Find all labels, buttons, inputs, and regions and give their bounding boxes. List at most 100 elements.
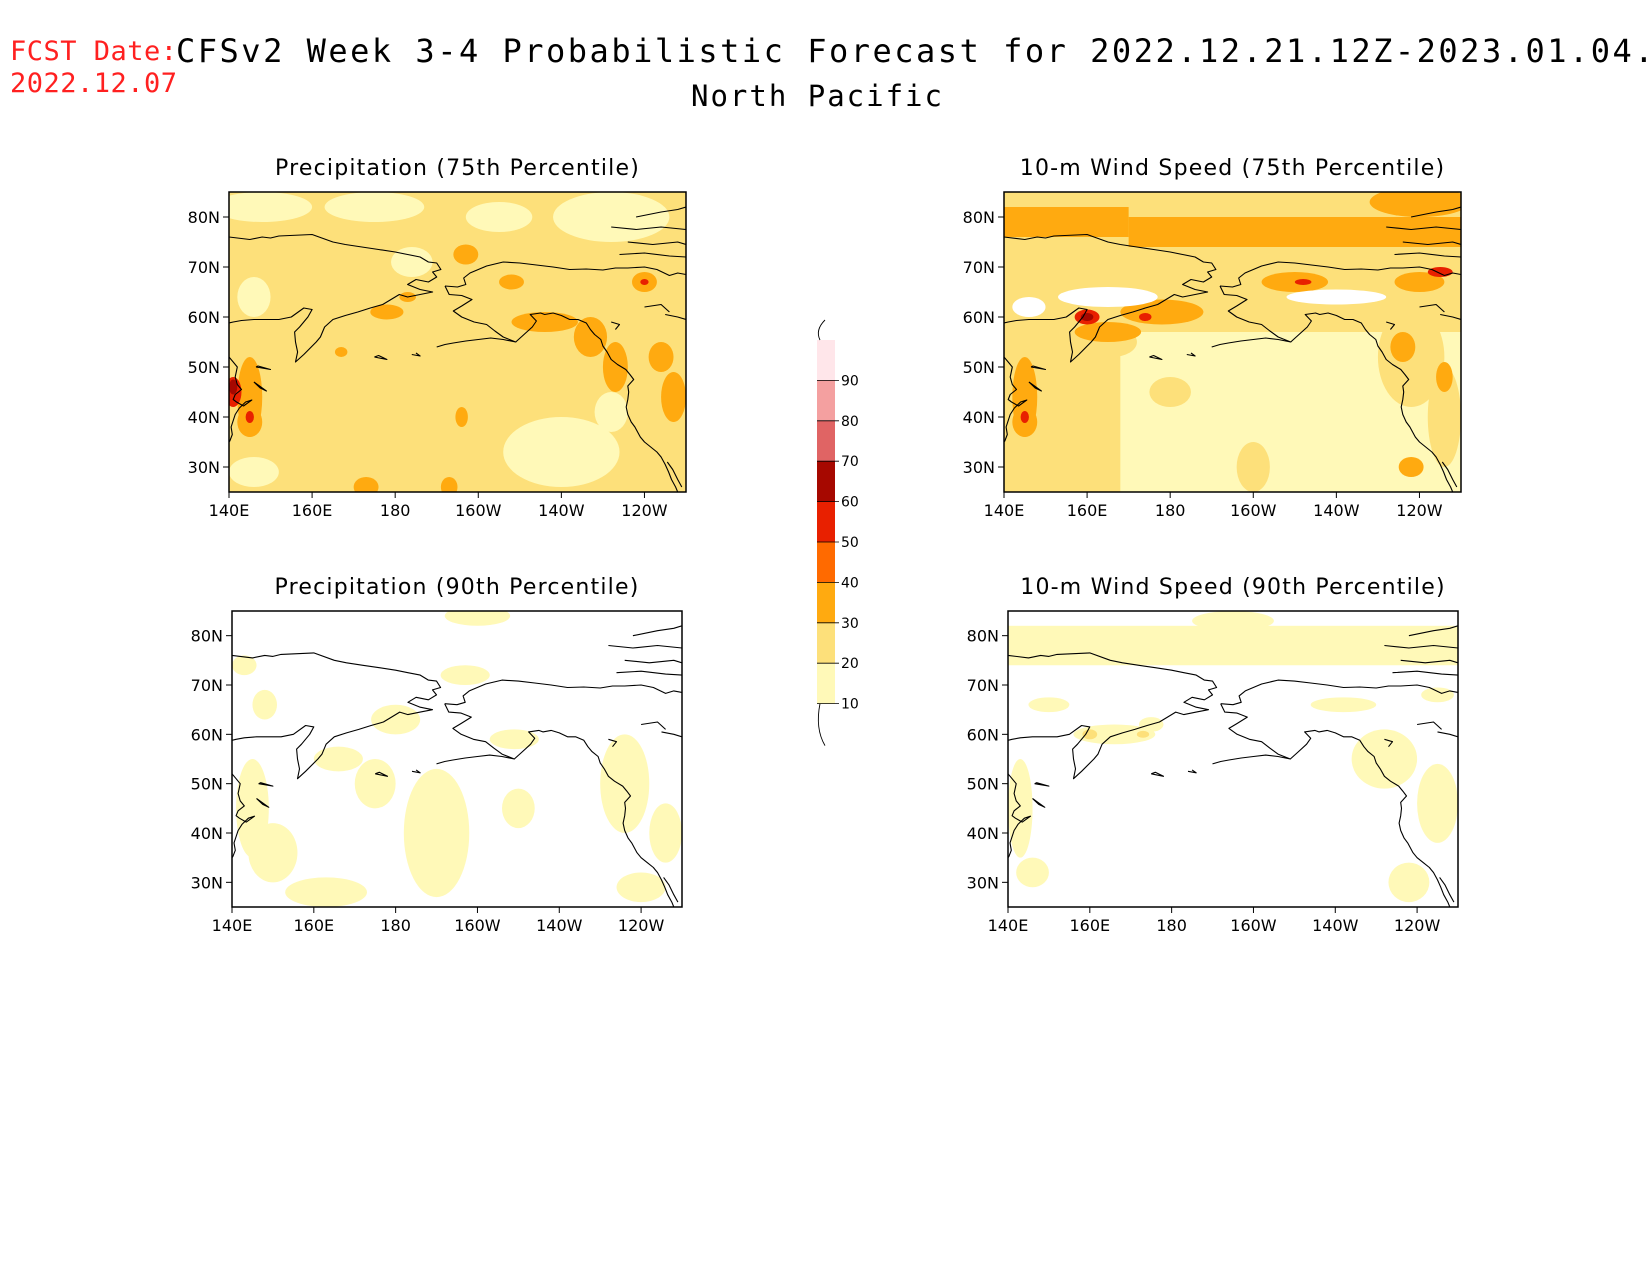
- colorbar-label: 40: [841, 575, 859, 591]
- coastlines: [1004, 206, 1461, 492]
- coastline: [258, 782, 274, 787]
- colorbar: 10 20 30 40 50 60 70 80 90: [817, 319, 859, 746]
- coastline: [1030, 365, 1047, 371]
- coastline: [1220, 679, 1458, 706]
- lat-tick-label: 80N: [967, 627, 999, 646]
- map-panel-p90: Precipitation (90th Percentile) 30N 40N 50N…: [191, 575, 683, 935]
- field-region: [1016, 857, 1049, 888]
- field-region: [252, 689, 277, 720]
- lon-tick-label: 120W: [618, 916, 665, 935]
- coastline: [375, 771, 389, 777]
- field-region: [232, 655, 257, 676]
- field-region: [1136, 730, 1150, 738]
- lon-tick-label: 140W: [1313, 501, 1360, 520]
- field-region: [1427, 367, 1461, 467]
- coastline: [1386, 321, 1396, 330]
- lon-tick-label: 140W: [538, 501, 585, 520]
- coastline: [444, 679, 682, 706]
- coastline: [232, 652, 442, 780]
- field-region: [616, 872, 666, 903]
- lat-tick-label: 60N: [967, 725, 999, 744]
- field-region: [511, 312, 578, 332]
- lon-tick-label: 160E: [292, 501, 333, 520]
- lat-tick-label: 30N: [188, 458, 220, 477]
- field-region: [602, 342, 628, 392]
- coastline: [229, 356, 253, 443]
- lat-tick-label: 50N: [188, 358, 220, 377]
- field-region: [573, 317, 608, 357]
- field-region: [1390, 332, 1416, 362]
- field-region: [1394, 272, 1445, 292]
- field-region: [248, 823, 298, 883]
- lon-tick-label: 160E: [293, 916, 334, 935]
- lon-tick-label: 160W: [455, 501, 502, 520]
- lat-tick-label: 70N: [191, 676, 223, 695]
- coastline: [1394, 252, 1461, 258]
- field-region: [1192, 611, 1274, 631]
- field-region: [503, 417, 620, 487]
- coastline: [1392, 670, 1458, 676]
- page-title: CFSv2 Week 3-4 Probabilistic Forecast fo…: [176, 32, 1650, 70]
- coastline: [1008, 652, 1218, 780]
- field-region: [285, 877, 367, 907]
- coastline: [1408, 625, 1458, 637]
- colorbar-segment: [817, 622, 835, 664]
- field-region: [465, 202, 533, 232]
- lon-tick-label: 180: [380, 501, 411, 520]
- coastlines: [1008, 625, 1458, 907]
- coastline: [255, 365, 272, 371]
- colorbar-segment: [817, 663, 835, 704]
- lon-tick-label: 140E: [988, 916, 1029, 935]
- lat-tick-label: 40N: [188, 408, 220, 427]
- field-region: [455, 407, 468, 427]
- lat-tick-label: 80N: [191, 627, 223, 646]
- field-region: [553, 192, 670, 242]
- field-region: [499, 274, 524, 290]
- colorbar-segment: [817, 420, 835, 462]
- field-region: [324, 192, 425, 222]
- probability-field: [229, 192, 686, 492]
- field-region: [1388, 862, 1430, 903]
- lon-tick-label: 160E: [1069, 916, 1110, 935]
- coastline: [1186, 352, 1196, 357]
- colorbar-label: 90: [841, 373, 859, 389]
- coastline: [1212, 703, 1291, 765]
- region-subtitle: North Pacific: [0, 79, 1650, 113]
- map-panel-w75: 10-m Wind Speed (75th Percentile) 30N 40N 5…: [963, 156, 1462, 520]
- coastline: [1402, 241, 1461, 246]
- coastline: [1440, 313, 1461, 321]
- lat-tick-label: 50N: [191, 775, 223, 794]
- coastlines: [229, 206, 686, 492]
- map-panel-w90: 10-m Wind Speed (90th Percentile) 30N 40N 5…: [967, 575, 1459, 935]
- lon-tick-label: 180: [1155, 501, 1186, 520]
- colorbar-segment: [817, 542, 835, 583]
- field-region: [370, 304, 404, 320]
- coastline: [1211, 285, 1292, 348]
- field-region: [1020, 411, 1029, 423]
- coastline: [1437, 731, 1458, 738]
- lon-tick-label: 140E: [984, 501, 1025, 520]
- coastline: [1289, 729, 1451, 907]
- field-region: [444, 611, 511, 626]
- lon-tick-label: 140W: [1312, 916, 1359, 935]
- lat-tick-label: 70N: [967, 676, 999, 695]
- colorbar-label: 60: [841, 495, 859, 511]
- coastline: [1151, 771, 1165, 777]
- coastline: [641, 721, 666, 730]
- coastline: [513, 729, 675, 907]
- field-region: [1012, 297, 1046, 317]
- coastline: [611, 321, 621, 330]
- lat-tick-label: 70N: [963, 258, 995, 277]
- field-region: [489, 729, 539, 750]
- coastline: [515, 312, 679, 492]
- coastline: [635, 206, 686, 218]
- field-region: [1427, 267, 1453, 277]
- lat-tick-label: 30N: [967, 873, 999, 892]
- field-region: [1008, 625, 1458, 666]
- field-region: [1008, 759, 1033, 858]
- coastline: [1384, 644, 1458, 649]
- panel-title: 10-m Wind Speed (75th Percentile): [1020, 156, 1445, 181]
- coastline: [436, 703, 515, 765]
- coastline: [632, 625, 682, 637]
